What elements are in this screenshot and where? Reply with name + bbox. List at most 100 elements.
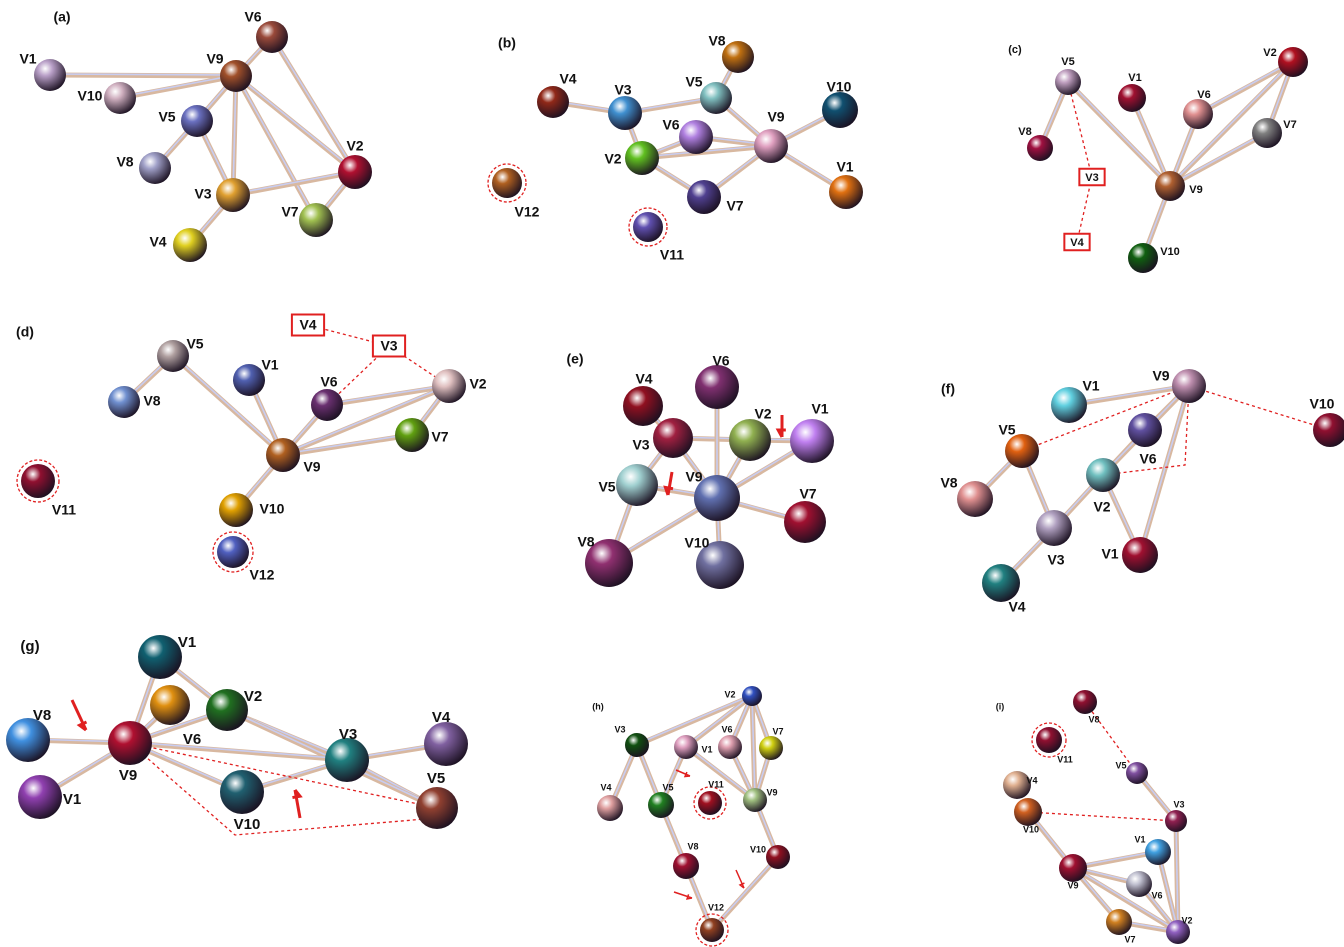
dashed-ring xyxy=(1031,722,1067,758)
vertex xyxy=(1122,537,1158,573)
edge-highlight xyxy=(172,354,284,455)
vertex xyxy=(648,792,674,818)
vertex-label: V8 xyxy=(1088,714,1099,724)
dashed-link xyxy=(1102,385,1190,476)
vertex-label: V6 xyxy=(662,117,679,133)
arrow xyxy=(70,699,88,731)
vertex-label: V8 xyxy=(708,33,725,49)
edge-highlight xyxy=(1197,60,1294,114)
vertex xyxy=(1036,510,1072,546)
vertex-label: V8 xyxy=(687,841,698,851)
edge xyxy=(1070,849,1161,871)
vertex xyxy=(790,419,834,463)
vertex xyxy=(597,795,623,821)
vertex-label: V2 xyxy=(1263,47,1276,59)
vertex-label: V10 xyxy=(234,816,261,833)
vertex-label: V10 xyxy=(1310,396,1335,412)
vertex xyxy=(1313,413,1344,447)
vertex-label: V10 xyxy=(1023,824,1039,834)
vertex xyxy=(754,129,788,163)
vertex-label: V9 xyxy=(767,109,784,125)
vertex-label: V4 xyxy=(1026,775,1037,785)
panel-label: (e) xyxy=(566,351,583,367)
vertex-label: V1 xyxy=(261,357,278,373)
vertex xyxy=(220,60,252,92)
vertex xyxy=(1059,854,1087,882)
vertex-label: V9 xyxy=(766,787,777,797)
vertex xyxy=(157,340,189,372)
edge xyxy=(1195,59,1296,117)
vertex-label: V6 xyxy=(721,724,732,734)
vertex-label: V4 xyxy=(600,782,611,792)
vertex-label: V6 xyxy=(244,9,261,25)
vertex-label: V2 xyxy=(469,376,486,392)
vertex xyxy=(1278,47,1308,77)
dashed-ring xyxy=(212,531,254,573)
vertex-label: V11 xyxy=(660,247,684,263)
box-label: V4 xyxy=(1070,237,1084,249)
vertex xyxy=(266,438,300,472)
vertex-label: V1 xyxy=(1128,72,1141,84)
vertex xyxy=(673,853,699,879)
edge xyxy=(280,432,415,458)
vertex xyxy=(784,501,826,543)
vertex xyxy=(1086,458,1120,492)
vertex xyxy=(1106,909,1132,935)
vertex-label: V10 xyxy=(685,535,710,551)
vertex-label: V6 xyxy=(320,374,337,390)
vertex-label: V1 xyxy=(1082,378,1099,394)
dashed-ring xyxy=(487,163,527,203)
vertex-label: V2 xyxy=(1093,499,1110,515)
edge xyxy=(1066,383,1192,408)
edge-highlight xyxy=(282,433,413,455)
dashed-link xyxy=(1021,385,1190,452)
vertex xyxy=(766,845,790,869)
edge-highlight xyxy=(235,74,317,220)
vertex-label: V8 xyxy=(940,475,957,491)
vertex xyxy=(1005,434,1039,468)
dashed-link xyxy=(1076,176,1093,243)
vertex xyxy=(104,82,136,114)
vertex xyxy=(325,738,369,782)
vertex-label: V12 xyxy=(515,204,540,220)
edge xyxy=(47,72,239,79)
dashed-link xyxy=(1067,81,1093,178)
arrow-head xyxy=(775,428,786,438)
vertex-label: V9 xyxy=(206,51,223,67)
edge-highlight xyxy=(129,741,348,760)
vertex-label: V5 xyxy=(998,422,1015,438)
vertex xyxy=(1128,243,1158,273)
dashed-link xyxy=(1027,811,1177,822)
vertex-label: V4 xyxy=(635,371,652,387)
vertex-label: V3 xyxy=(614,82,631,98)
vertex xyxy=(1183,99,1213,129)
vertex xyxy=(108,721,152,765)
vertex xyxy=(18,775,62,819)
vertex-label: V1 xyxy=(63,791,81,808)
dashed-ring xyxy=(693,786,727,820)
vertex-label: V3 xyxy=(1047,552,1064,568)
vertex xyxy=(1126,871,1152,897)
vertex-label: V10 xyxy=(260,501,285,517)
vertex-label: V4 xyxy=(432,709,451,726)
vertex xyxy=(1027,135,1053,161)
vertex xyxy=(424,722,468,766)
edge-highlight xyxy=(326,384,450,405)
vertex xyxy=(181,105,213,137)
dashed-link xyxy=(1188,385,1331,431)
dashed-link xyxy=(129,742,438,809)
edge xyxy=(230,169,358,198)
vertex-label: V4 xyxy=(1008,599,1025,615)
panel-label: (i) xyxy=(996,701,1005,711)
vertex xyxy=(696,541,744,589)
vertex xyxy=(432,369,466,403)
vertex xyxy=(1055,69,1081,95)
vertex-label: V9 xyxy=(1067,880,1078,890)
vertex-label: V9 xyxy=(303,459,320,475)
edge xyxy=(324,383,452,408)
edge-highlight xyxy=(271,35,356,172)
vertex xyxy=(729,419,771,461)
vertex-label: V6 xyxy=(183,731,201,748)
vertex xyxy=(742,686,762,706)
vertex xyxy=(616,464,658,506)
